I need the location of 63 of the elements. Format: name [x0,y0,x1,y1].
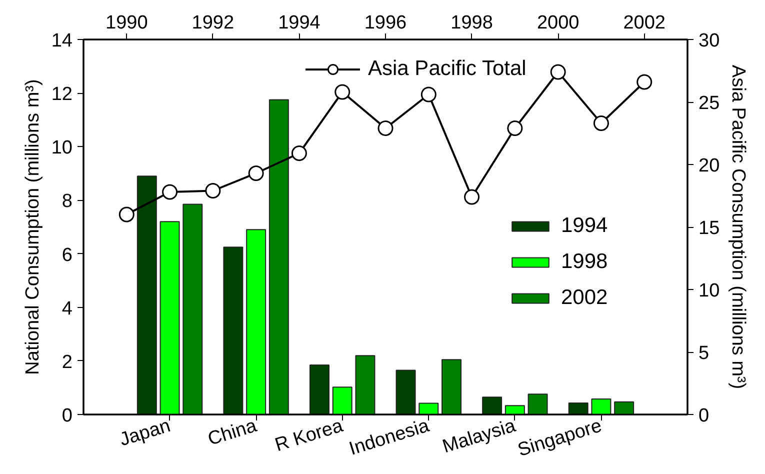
y-tick-label: 0 [62,406,73,426]
y2-tick-label: 5 [698,343,710,364]
point [205,183,221,198]
y2-tick-label: 30 [698,30,720,52]
point [420,86,436,102]
point [378,120,394,136]
point [550,64,566,80]
point [593,116,609,131]
y2-tick-label: 0 [698,406,710,426]
point [507,120,523,136]
point [636,74,652,90]
y2-tick-label: 25 [698,93,720,114]
y2-tick-label: 10 [698,280,720,302]
bar [268,99,289,414]
bar [418,402,439,414]
x-tick-label: 1992 [192,12,234,34]
y2-axis-title: Asia Pacific Consumption (millions m³) [728,64,749,390]
x-tick-label: China [206,415,260,450]
point [162,184,178,200]
x-tick-label: 1996 [364,12,407,34]
x-tick-label: Japan [117,415,173,451]
bar [482,396,502,414]
y-tick-label: 4 [62,298,73,320]
bar [504,405,525,414]
bar [332,386,352,414]
y-tick-label: 2 [62,352,73,373]
point [248,166,264,181]
point [291,146,307,161]
bar [136,176,157,414]
bar [528,394,548,414]
bar [396,370,416,414]
y2-tick-label: 15 [698,218,720,239]
legend-label: Asia Pacific Total [368,57,526,81]
legend-label: 1998 [561,250,608,274]
x-tick-label: 2000 [536,12,580,34]
x-tick-label: Malaysia [440,415,518,458]
bar [160,221,180,414]
x-tick-label: 1998 [450,12,493,34]
y2-tick-label: 20 [698,156,720,176]
x-tick-label: 2002 [623,12,666,34]
bar [614,401,634,414]
x-tick-label: R Korea [272,415,346,456]
legend-label: 1994 [561,214,608,238]
bar [246,229,266,414]
bar [182,204,203,414]
bar [310,364,330,414]
y-tick-label: 14 [51,30,73,52]
point [118,206,134,222]
y-axis-title: National Consumption (millions m³) [22,79,44,375]
point [464,189,480,205]
y-tick-label: 6 [62,244,73,266]
bar [223,246,244,414]
y-tick-label: 12 [51,84,73,106]
bar [568,402,588,414]
point [334,84,350,100]
legend-label: 2002 [561,286,608,310]
y-tick-label: 8 [62,191,73,212]
bar [591,398,612,414]
x-tick-label: 1990 [106,12,148,34]
y-tick-label: 10 [51,138,73,159]
bar [355,355,376,414]
bar [442,359,462,414]
x-tick-label: 1994 [278,12,321,34]
